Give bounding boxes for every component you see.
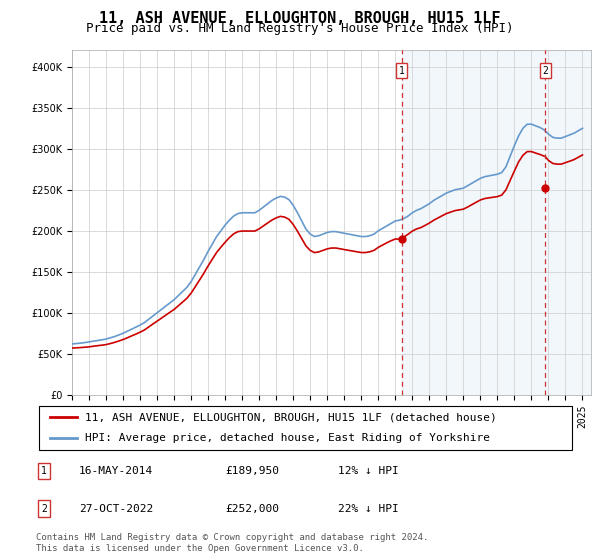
- Text: 2: 2: [542, 66, 548, 76]
- Text: 2: 2: [41, 504, 47, 514]
- Text: 27-OCT-2022: 27-OCT-2022: [79, 504, 154, 514]
- Text: 22% ↓ HPI: 22% ↓ HPI: [338, 504, 399, 514]
- Text: 11, ASH AVENUE, ELLOUGHTON, BROUGH, HU15 1LF: 11, ASH AVENUE, ELLOUGHTON, BROUGH, HU15…: [99, 11, 501, 26]
- FancyBboxPatch shape: [39, 406, 572, 450]
- Text: 12% ↓ HPI: 12% ↓ HPI: [338, 466, 399, 476]
- Text: £189,950: £189,950: [225, 466, 279, 476]
- Text: 1: 1: [41, 466, 47, 476]
- Text: £252,000: £252,000: [225, 504, 279, 514]
- Text: HPI: Average price, detached house, East Riding of Yorkshire: HPI: Average price, detached house, East…: [85, 433, 490, 444]
- Text: 1: 1: [398, 66, 404, 76]
- Text: Contains HM Land Registry data © Crown copyright and database right 2024.
This d: Contains HM Land Registry data © Crown c…: [36, 533, 428, 553]
- Text: Price paid vs. HM Land Registry's House Price Index (HPI): Price paid vs. HM Land Registry's House …: [86, 22, 514, 35]
- Text: 16-MAY-2014: 16-MAY-2014: [79, 466, 154, 476]
- Bar: [401, 50, 591, 395]
- Text: 11, ASH AVENUE, ELLOUGHTON, BROUGH, HU15 1LF (detached house): 11, ASH AVENUE, ELLOUGHTON, BROUGH, HU15…: [85, 412, 496, 422]
